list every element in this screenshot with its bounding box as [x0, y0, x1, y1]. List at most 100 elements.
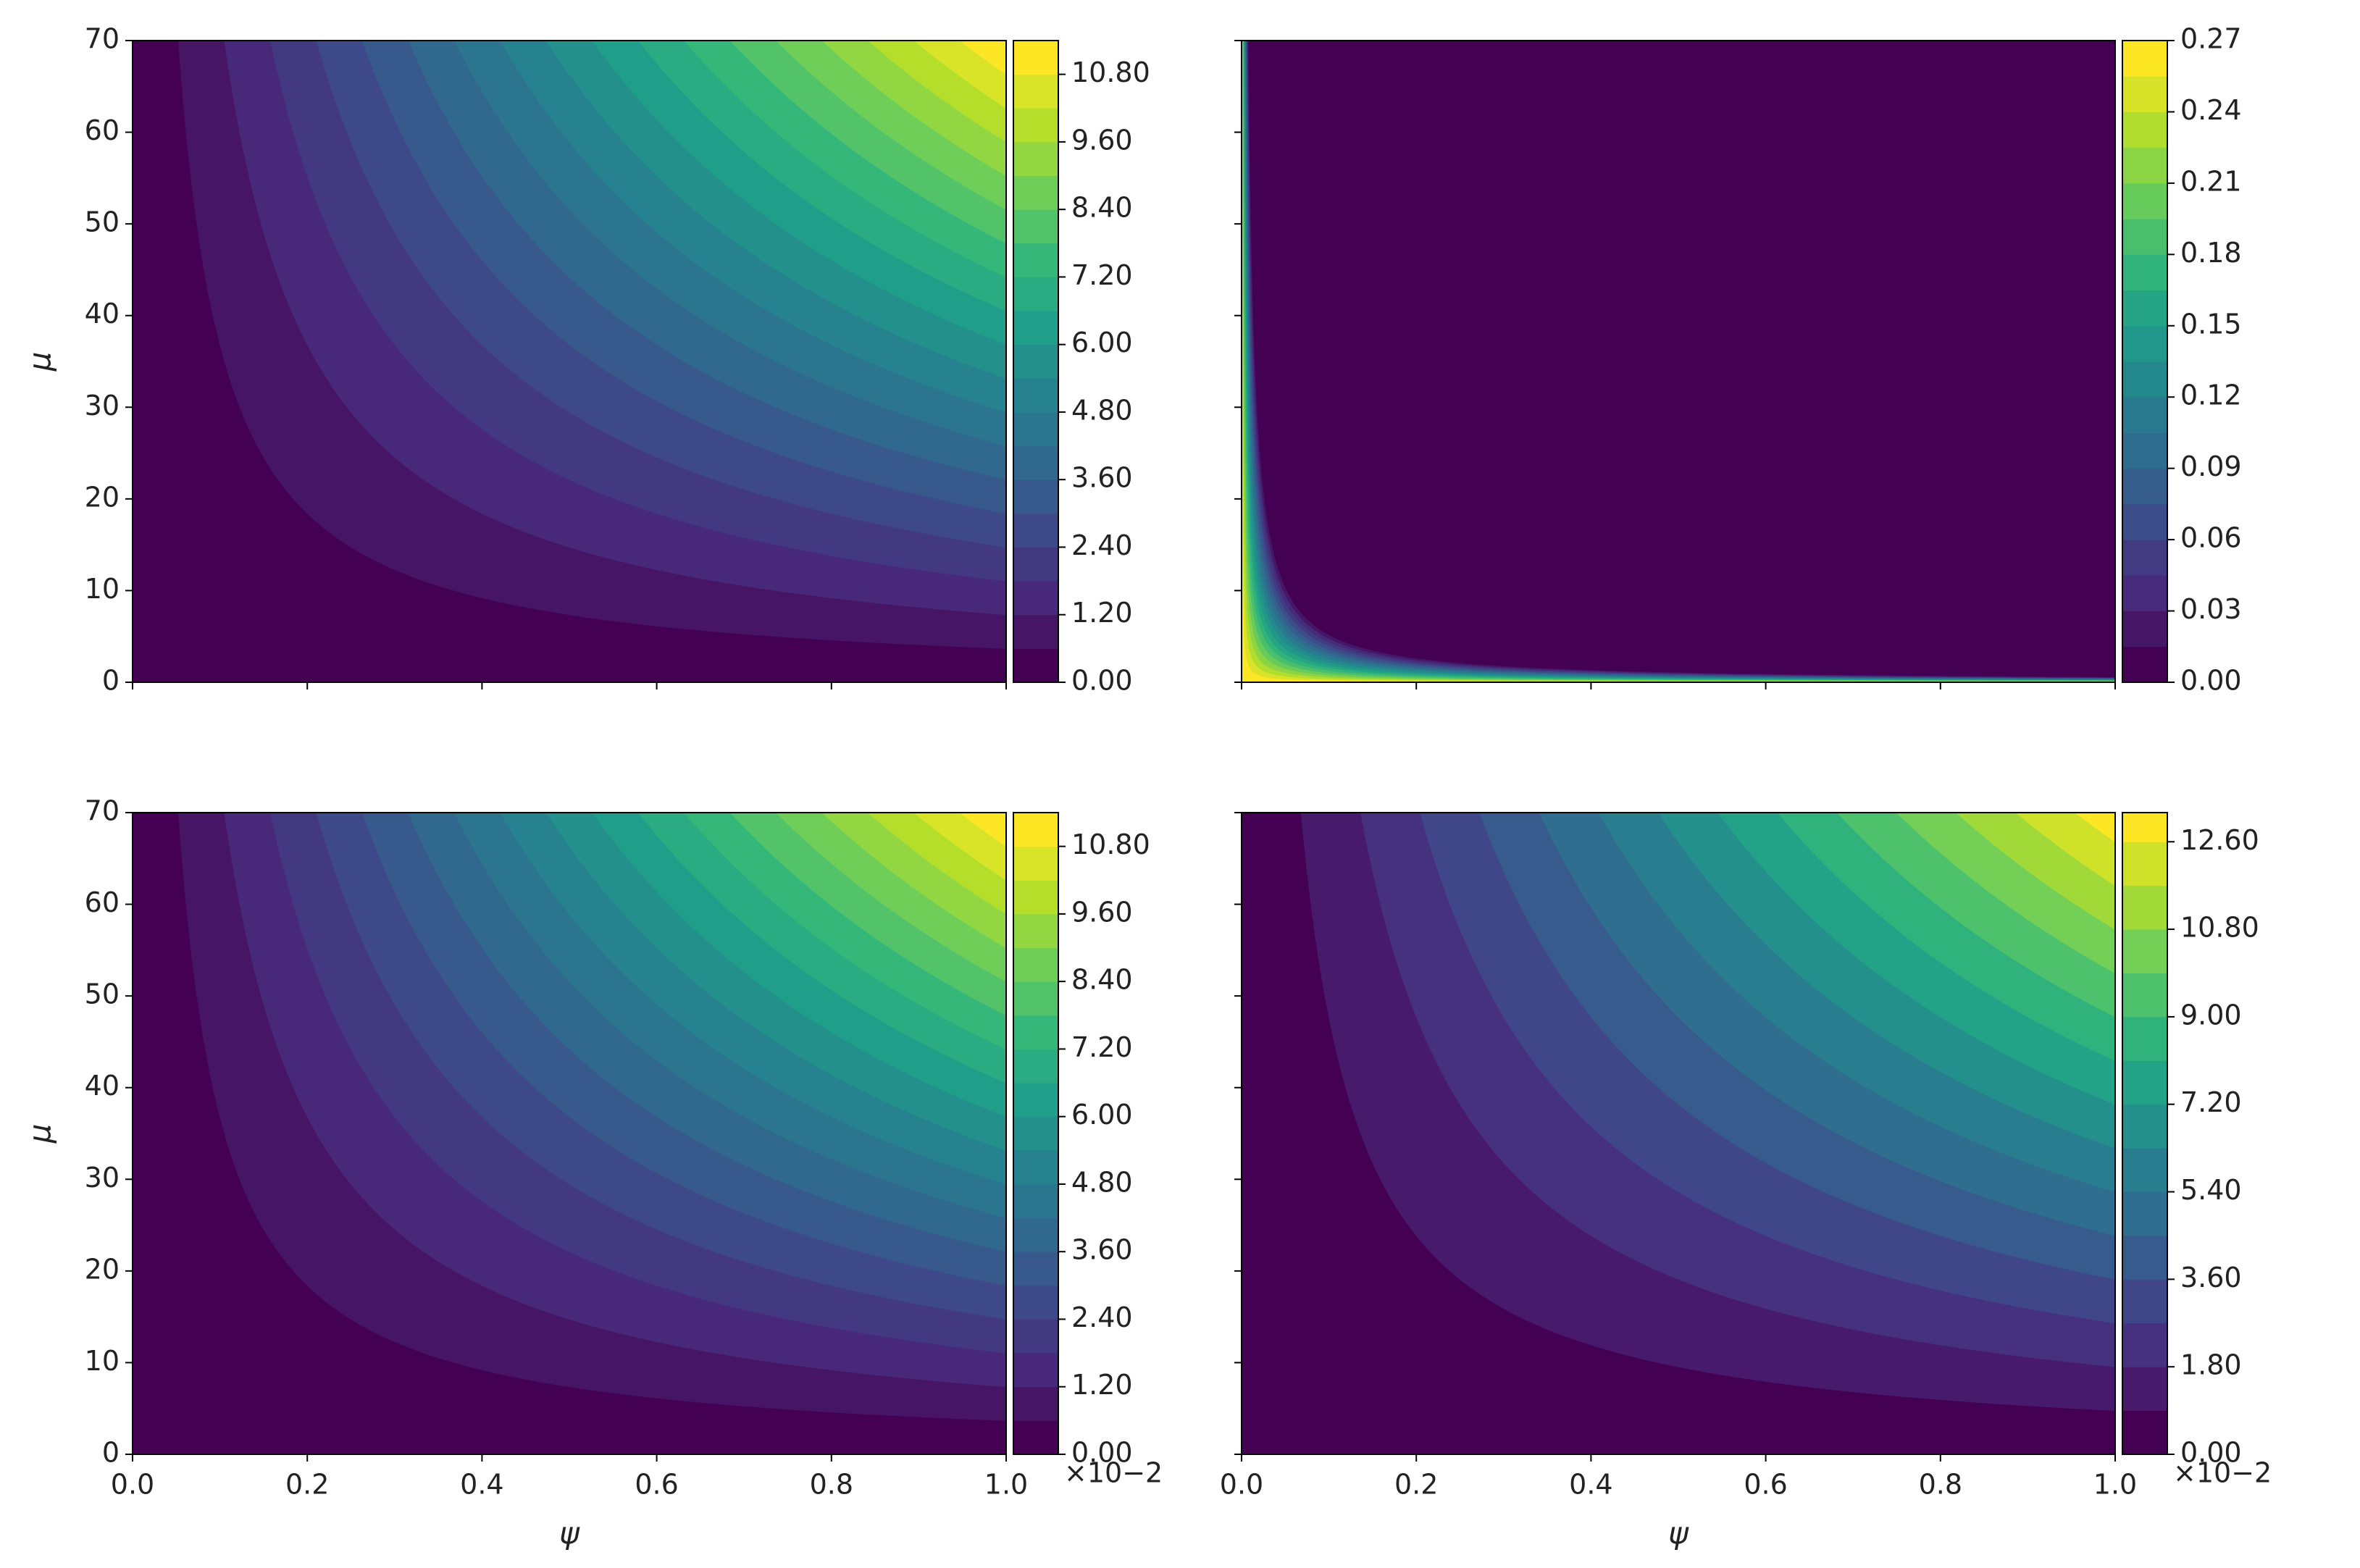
colorbar-tick-label: 10.80	[1071, 829, 1150, 860]
colorbar-band	[2122, 1410, 2167, 1455]
y-tick-label: 50	[85, 206, 120, 238]
colorbar-band	[2122, 1148, 2167, 1193]
axes-frame	[132, 40, 1007, 683]
y-axis-label: μ	[22, 1124, 58, 1144]
contour-band	[1241, 40, 2116, 683]
colorbar-band	[1013, 846, 1058, 881]
colorbar-band	[1013, 947, 1058, 982]
colorbar-band	[2122, 183, 2167, 219]
colorbar-band	[1013, 74, 1058, 109]
colorbar-band	[2122, 1191, 2167, 1236]
colorbar-band	[1013, 175, 1058, 210]
colorbar-tick-label: 10.80	[2180, 912, 2259, 944]
colorbar-band	[1013, 41, 1058, 75]
y-tick-label: 20	[85, 1253, 120, 1285]
colorbar-tick-label: 4.80	[1071, 394, 1133, 426]
colorbar-tick-label: 0.21	[2180, 165, 2242, 197]
colorbar-tick-label: 8.40	[1071, 964, 1133, 996]
colorbar-band	[1013, 581, 1058, 616]
y-tick-label: 30	[85, 1162, 120, 1194]
colorbar-band	[1013, 1015, 1058, 1049]
colorbar-tick-label: 7.20	[2180, 1086, 2242, 1118]
contour-band	[2014, 812, 2116, 886]
colorbar-band	[2122, 646, 2167, 683]
colorbar-tick-label: 6.00	[1071, 1099, 1133, 1131]
colorbar-band	[2122, 41, 2167, 77]
colorbar-tick-label: 3.60	[1071, 1234, 1133, 1266]
colorbar-band	[1013, 648, 1058, 683]
colorbar-tick-label: 1.20	[1071, 1369, 1133, 1401]
colorbar-tick-label: 9.00	[2180, 999, 2242, 1031]
contour-band	[1241, 40, 2116, 683]
x-tick-label: 1.0	[2093, 1469, 2137, 1501]
colorbar-band	[2122, 813, 2167, 842]
colorbar-band	[1013, 378, 1058, 413]
y-tick-label: 20	[85, 481, 120, 513]
colorbar-band	[1013, 141, 1058, 177]
colorbar-band	[1013, 981, 1058, 1016]
colorbar-band	[2122, 575, 2167, 612]
colorbar-tick-label: 0.00	[1071, 665, 1133, 697]
colorbar-band	[2122, 219, 2167, 255]
colorbar-band	[2122, 973, 2167, 1018]
colorbar-band	[2122, 885, 2167, 930]
x-axis-label: ψ	[1668, 1516, 1689, 1551]
colorbar-tick-label: 0.06	[2180, 522, 2242, 554]
colorbar-band	[2122, 361, 2167, 398]
contour-band	[960, 40, 1007, 75]
colorbar-frame	[2122, 40, 2168, 683]
x-tick-label: 1.0	[984, 1469, 1028, 1501]
colorbar-band	[1013, 1083, 1058, 1118]
colorbar-tick-label: 0.27	[2180, 23, 2242, 55]
colorbar-band	[2122, 147, 2167, 184]
axes-frame	[1241, 812, 2116, 1455]
colorbar-tick-label: 12.60	[2180, 824, 2259, 856]
colorbar-tick-label: 1.80	[2180, 1349, 2242, 1381]
y-tick-label: 40	[85, 1070, 120, 1102]
colorbar-band	[1013, 614, 1058, 649]
colorbar-band	[1013, 1252, 1058, 1286]
colorbar-band	[2122, 290, 2167, 327]
colorbar-tick-label: 9.60	[1071, 896, 1133, 928]
colorbar-tick-label: 3.60	[2180, 1262, 2242, 1294]
y-tick-label: 70	[85, 795, 120, 827]
colorbar-band	[2122, 325, 2167, 362]
colorbar-band	[1013, 547, 1058, 582]
colorbar-tick-label: 2.40	[1071, 529, 1133, 561]
contour-band	[1241, 40, 2116, 683]
colorbar-band	[1013, 913, 1058, 949]
colorbar-band	[2122, 1060, 2167, 1105]
colorbar-band	[1013, 344, 1058, 379]
colorbar-tick-label: 0.12	[2180, 380, 2242, 411]
colorbar-band	[1013, 311, 1058, 345]
colorbar-band	[2122, 1235, 2167, 1280]
colorbar-tick-label: 7.20	[1071, 1031, 1133, 1063]
colorbar-tick-label: 0.09	[2180, 450, 2242, 482]
colorbar-band	[1013, 411, 1058, 447]
y-tick-label: 10	[85, 1345, 120, 1377]
colorbar-tick-label: 0.00	[1071, 1437, 1133, 1469]
colorbar-band	[1013, 1420, 1058, 1455]
colorbar-band	[1013, 479, 1058, 514]
axes-frame	[132, 812, 1007, 1455]
contour-band	[960, 812, 1007, 847]
colorbar-tick-label: 2.40	[1071, 1301, 1133, 1333]
colorbar-tick-label: 5.40	[2180, 1174, 2242, 1206]
colorbar-band	[1013, 277, 1058, 311]
colorbar-band	[2122, 611, 2167, 647]
y-axis-label: μ	[22, 352, 58, 372]
contour-band	[2074, 812, 2116, 843]
colorbar-band	[1013, 813, 1058, 847]
colorbar-tick-label: 0.15	[2180, 308, 2242, 340]
colorbar-band	[1013, 1319, 1058, 1354]
colorbar-tick-label: 0.00	[2180, 1437, 2242, 1469]
colorbar-band	[1013, 880, 1058, 915]
colorbar-band	[1013, 1386, 1058, 1421]
colorbar-tick-label: 0.24	[2180, 94, 2242, 126]
y-tick-label: 60	[85, 114, 120, 146]
colorbar-band	[2122, 929, 2167, 973]
colorbar-tick-label: 0.00	[2180, 665, 2242, 697]
colorbar-offset: ×10−2	[2173, 1457, 2272, 1489]
colorbar-frame	[1013, 40, 1059, 683]
